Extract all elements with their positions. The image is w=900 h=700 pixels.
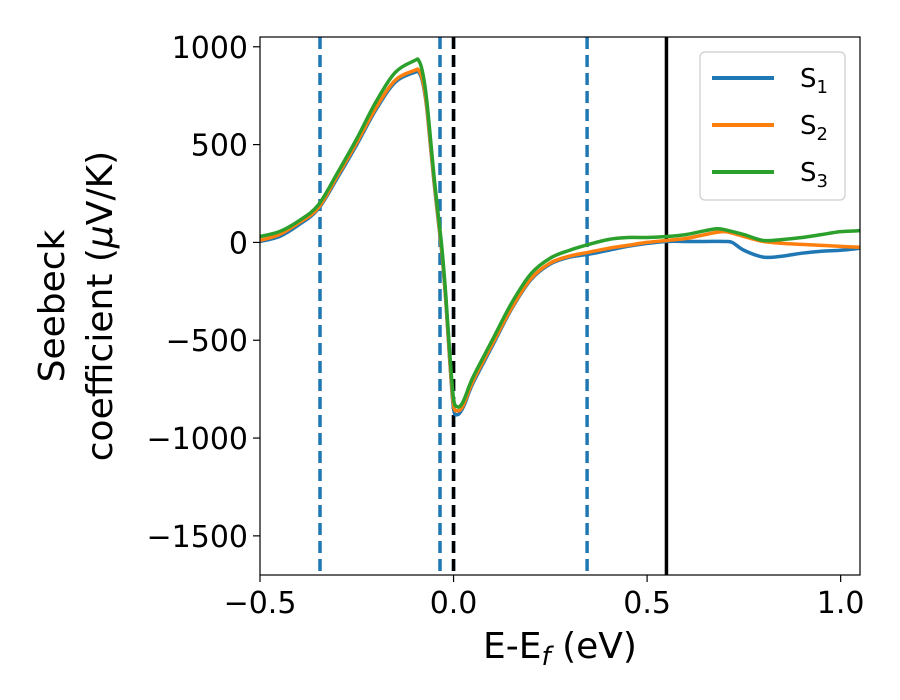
y-tick-label: 0 bbox=[229, 226, 248, 261]
y-tick-label: −1000 bbox=[147, 422, 248, 457]
y-axis-title-line2: coefficient (μV/K) bbox=[80, 151, 121, 461]
y-axis-title-line1: Seebeck bbox=[32, 229, 73, 382]
plot-frame bbox=[259, 36, 861, 576]
legend-label-s2: S2 bbox=[800, 111, 828, 145]
x-tick-label: 1.0 bbox=[817, 586, 865, 621]
x-tick-label: −0.5 bbox=[224, 586, 297, 621]
y-tick-label: 1000 bbox=[172, 31, 248, 66]
x-tick-label: 0.5 bbox=[623, 586, 671, 621]
y-tick-label: −1500 bbox=[147, 520, 248, 555]
x-axis-title: E-Ef (eV) bbox=[483, 626, 637, 672]
x-ticks: −0.5 0.0 0.5 1.0 bbox=[224, 575, 865, 621]
y-ticks: −1500 −1000 −500 0 500 1000 bbox=[147, 31, 260, 555]
legend-label-s1: S1 bbox=[800, 64, 828, 98]
y-tick-label: −500 bbox=[166, 324, 248, 359]
reference-lines bbox=[318, 37, 669, 575]
y-tick-label: 500 bbox=[191, 129, 248, 164]
series-line-s3 bbox=[260, 57, 860, 409]
legend-label-s3: S3 bbox=[800, 158, 828, 192]
x-tick-label: 0.0 bbox=[430, 586, 478, 621]
legend: S1 S2 S3 bbox=[699, 51, 846, 201]
series-lines bbox=[260, 57, 860, 417]
